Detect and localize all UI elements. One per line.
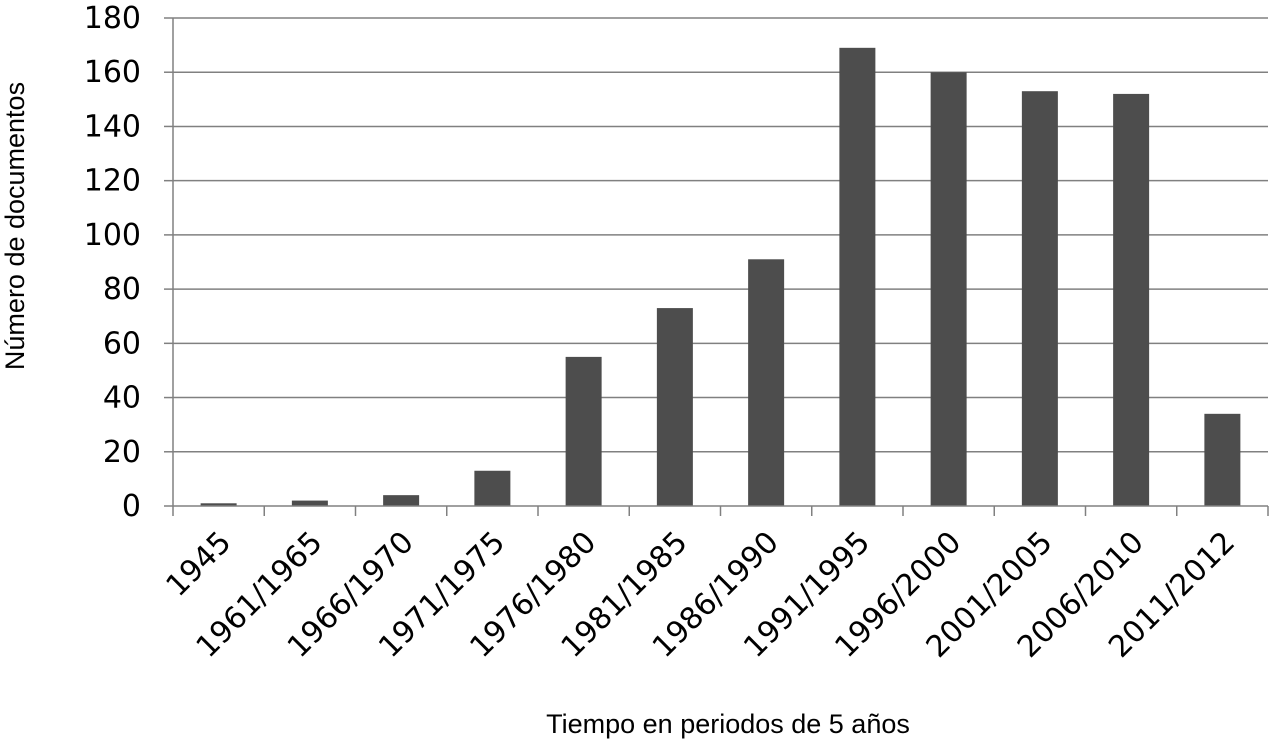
bar bbox=[1204, 413, 1241, 506]
bar bbox=[839, 47, 876, 506]
bar bbox=[1113, 93, 1150, 507]
y-tick-label: 140 bbox=[84, 109, 141, 144]
bar bbox=[930, 72, 967, 506]
x-tick-labels: 19451961/19651966/19701971/19751976/1980… bbox=[160, 525, 1242, 665]
x-axis-title: Tiempo en periodos de 5 años bbox=[546, 709, 910, 739]
bar bbox=[656, 308, 693, 506]
bar bbox=[200, 503, 237, 506]
axes bbox=[164, 17, 1269, 516]
bars bbox=[200, 47, 1241, 507]
bar bbox=[565, 356, 602, 506]
y-tick-label: 0 bbox=[122, 489, 141, 524]
bar bbox=[1021, 91, 1058, 506]
bar bbox=[291, 500, 328, 506]
y-tick-label: 60 bbox=[103, 326, 141, 361]
y-axis-title: Número de documentos bbox=[0, 82, 30, 370]
y-tick-label: 20 bbox=[103, 435, 141, 470]
y-tick-label: 40 bbox=[103, 381, 141, 416]
bar bbox=[748, 259, 785, 506]
y-tick-label: 160 bbox=[84, 55, 141, 90]
bar bbox=[474, 470, 511, 506]
y-tick-label: 180 bbox=[84, 1, 141, 36]
gridlines bbox=[173, 17, 1268, 453]
x-tick-label: 1945 bbox=[160, 525, 239, 604]
y-tick-label: 100 bbox=[84, 218, 141, 253]
y-tick-labels: 0 20 40 60 80 100 120 140 160 180 bbox=[84, 1, 141, 524]
y-tick-label: 120 bbox=[84, 164, 141, 199]
y-tick-label: 80 bbox=[103, 272, 141, 307]
bar bbox=[383, 495, 420, 506]
